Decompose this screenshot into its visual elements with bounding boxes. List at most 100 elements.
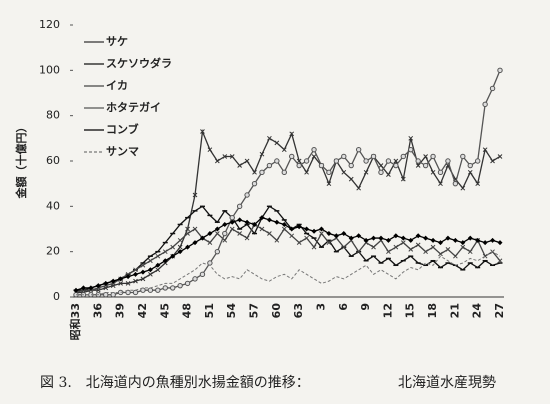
marker <box>356 249 362 255</box>
marker <box>378 169 384 176</box>
marker <box>326 231 332 237</box>
marker <box>304 226 310 232</box>
marker <box>244 219 250 225</box>
marker <box>133 278 138 284</box>
marker <box>148 258 153 264</box>
marker <box>296 240 302 245</box>
marker <box>244 235 250 241</box>
marker <box>445 158 451 164</box>
marker <box>348 176 354 182</box>
x-tick-label: 45 <box>158 303 171 318</box>
marker <box>356 185 362 191</box>
marker <box>341 244 347 250</box>
legend-label: コンブ <box>106 122 139 136</box>
marker <box>311 146 317 153</box>
x-tick-label: 60 <box>270 303 283 319</box>
x-tick-label: 51 <box>203 303 216 318</box>
marker <box>266 217 272 223</box>
y-axis-label: 金額（十億円） <box>14 122 28 200</box>
marker <box>281 147 287 153</box>
marker <box>132 289 139 296</box>
marker <box>155 262 161 268</box>
marker <box>88 285 94 291</box>
marker <box>393 162 399 169</box>
marker <box>236 203 243 210</box>
marker <box>274 158 280 164</box>
marker <box>475 237 481 243</box>
marker <box>452 237 458 243</box>
x-tick-label: 27 <box>493 303 506 318</box>
marker <box>497 258 503 264</box>
marker <box>177 237 183 243</box>
marker <box>490 237 496 243</box>
marker <box>185 231 190 236</box>
marker <box>497 240 503 246</box>
marker <box>170 285 176 291</box>
marker <box>415 242 421 248</box>
marker <box>341 153 347 160</box>
marker <box>386 172 391 177</box>
marker <box>214 231 220 236</box>
marker <box>460 244 466 250</box>
marker <box>184 280 191 287</box>
marker <box>430 153 436 160</box>
x-tick-label: 12 <box>381 303 394 318</box>
marker <box>408 237 414 243</box>
marker <box>214 248 221 255</box>
marker <box>252 169 257 175</box>
x-tick-label: 昭和33 <box>68 303 82 340</box>
marker <box>177 249 183 255</box>
marker <box>229 214 235 221</box>
marker <box>430 237 436 243</box>
marker <box>415 163 421 168</box>
marker <box>118 281 123 286</box>
marker <box>415 233 421 239</box>
marker <box>200 129 205 134</box>
marker <box>408 247 414 252</box>
marker <box>430 169 436 175</box>
marker <box>400 235 406 241</box>
marker <box>393 158 399 164</box>
marker <box>356 233 362 239</box>
marker <box>304 169 309 175</box>
marker <box>445 247 451 252</box>
marker <box>437 169 444 176</box>
marker <box>333 158 340 164</box>
marker <box>267 135 272 141</box>
marker <box>378 235 384 241</box>
marker <box>326 240 332 245</box>
marker <box>385 237 391 243</box>
marker <box>281 169 287 176</box>
marker <box>148 271 153 277</box>
x-tick-label: 9 <box>359 303 372 311</box>
marker <box>408 146 414 153</box>
marker <box>497 154 503 159</box>
marker <box>281 221 287 227</box>
marker <box>244 158 250 164</box>
marker <box>207 147 213 153</box>
marker <box>482 240 488 246</box>
marker <box>348 235 354 241</box>
caption: 図 3. 北海道内の魚種別水揚金額の推移： <box>40 374 310 391</box>
marker <box>371 235 377 241</box>
marker <box>95 283 101 289</box>
series-line <box>76 205 501 291</box>
marker <box>170 244 176 250</box>
marker <box>229 226 235 232</box>
marker <box>378 163 384 168</box>
marker <box>177 244 183 250</box>
marker <box>110 278 116 284</box>
marker <box>318 226 324 232</box>
series-line <box>75 216 501 291</box>
marker <box>489 85 496 92</box>
legend-label: スケソウダラ <box>106 56 172 70</box>
x-tick-label: 42 <box>136 303 149 318</box>
marker <box>147 287 154 293</box>
marker <box>415 158 421 164</box>
marker <box>140 262 146 268</box>
marker <box>199 271 206 278</box>
marker <box>363 169 369 175</box>
marker <box>474 158 481 164</box>
marker <box>326 169 332 176</box>
marker <box>214 226 220 232</box>
